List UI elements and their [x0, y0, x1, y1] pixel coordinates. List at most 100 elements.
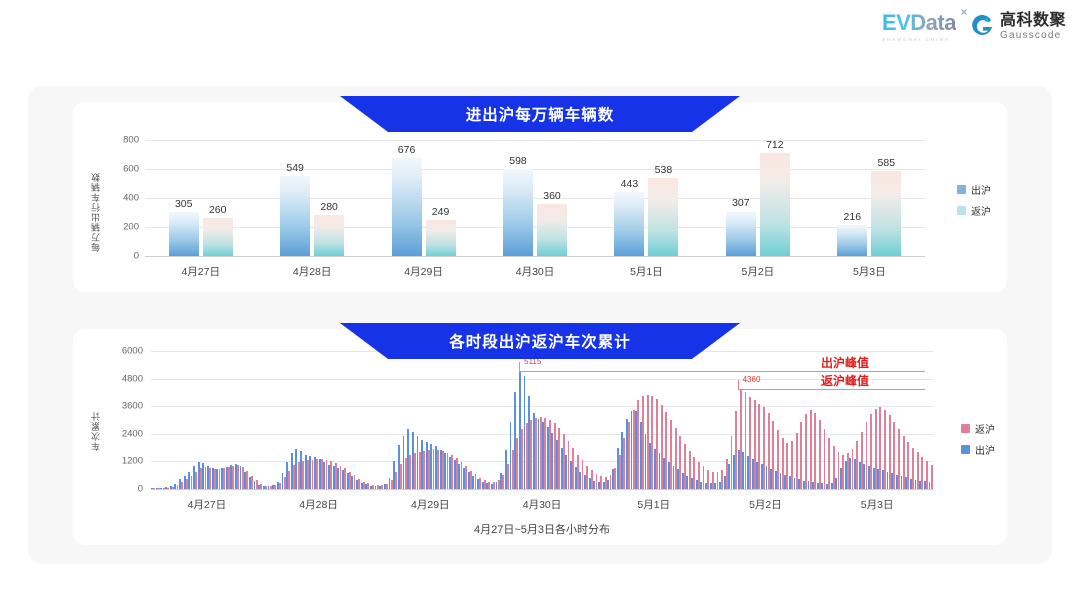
- chart-2-bar-out: [267, 486, 270, 489]
- chart-2-bar-ret: [800, 422, 803, 489]
- chart-2-bar-ret: [670, 420, 672, 489]
- chart-2-bar-out: [481, 482, 484, 489]
- chart-2-bar-out: [895, 474, 898, 489]
- chart-2-bar-ret: [395, 472, 398, 489]
- chart-2-bar-out: [225, 466, 228, 489]
- chart-2-bar-out: [393, 461, 396, 489]
- chart-2-legend-swatch: [961, 424, 970, 433]
- chart-2-bar-ret: [418, 452, 421, 489]
- chart-2-gridline: [151, 433, 933, 435]
- chart-2-bar-ret: [525, 423, 528, 489]
- chart-2-bar-out: [281, 472, 284, 489]
- chart-1-bar-返沪: [537, 203, 567, 256]
- chart-2-bar-out: [202, 463, 205, 489]
- chart-2-bar-ret: [493, 481, 495, 489]
- chart-2-bar-out: [300, 451, 302, 489]
- chart-2-bar-ret: [344, 468, 347, 489]
- chart-2-bar-ret: [279, 482, 281, 489]
- chart-2-gridline: [151, 378, 933, 380]
- chart-2-bar-out: [677, 469, 680, 489]
- evdata-logo-cross-icon: ×: [960, 5, 967, 19]
- chart-2-bar-ret: [558, 428, 561, 489]
- chart-2-annotation-line: [518, 371, 925, 373]
- chart-2-bar-ret: [618, 454, 621, 489]
- chart-2-bar-ret: [818, 420, 821, 489]
- chart-2-bar-ret: [581, 460, 584, 489]
- chart-1-y-tick: 0: [133, 250, 139, 262]
- chart-2-bar-out: [607, 479, 610, 489]
- chart-2-bar-ret: [642, 395, 644, 489]
- chart-2-bar-ret: [600, 476, 603, 489]
- chart-2-bar-out: [914, 479, 917, 489]
- chart-2-bar-out: [323, 461, 326, 489]
- chart-2-x-tick: 5月2日: [749, 499, 782, 511]
- chart-2-bar-out: [565, 454, 568, 489]
- chart-2-bar-ret: [926, 461, 928, 489]
- chart-2-bar-out: [458, 464, 461, 489]
- chart-2-bar-out: [588, 478, 591, 489]
- chart-2-bar-out: [365, 484, 368, 489]
- chart-2-bar-out: [221, 468, 223, 489]
- chart-2-bar-out: [593, 480, 596, 489]
- chart-2-bar-out: [346, 472, 349, 489]
- chart-2-bar-ret: [842, 454, 845, 489]
- chart-2-bar-out: [207, 466, 209, 489]
- chart-2-bar-out: [695, 480, 698, 489]
- chart-2-bar-out: [709, 483, 712, 489]
- chart-2-bar-ret: [595, 474, 598, 489]
- chart-2-bar-ret: [241, 466, 244, 489]
- chart-2-y-tick: 0: [137, 483, 143, 495]
- chart-1-bar-返沪: [648, 178, 679, 256]
- chart-2-bar-ret: [902, 436, 905, 489]
- chart-2-bar-ret: [921, 456, 924, 489]
- chart-2-bar-ret: [306, 460, 309, 489]
- chart-2-bar-ret: [269, 485, 272, 489]
- chart-1-x-tick: 4月28日: [292, 266, 332, 278]
- chart-2-bar-ret: [721, 470, 724, 489]
- chart-2-bar-out: [612, 469, 614, 489]
- chart-2-bar-out: [644, 433, 647, 489]
- chart-1-bar-value: 598: [509, 155, 527, 168]
- chart-2-bar-ret: [530, 420, 533, 489]
- chart-2-bar-out: [928, 482, 931, 489]
- chart-2-bar-out: [746, 455, 749, 489]
- chart-2-bar-out: [369, 485, 372, 489]
- chart-2-bar-out: [342, 470, 344, 489]
- chart-2-bar-out: [453, 460, 456, 489]
- chart-2-bar-ret: [446, 452, 449, 489]
- chart-2-bar-out: [663, 457, 666, 489]
- chart-2-bar-ret: [609, 474, 612, 489]
- chart-2-bar-ret: [316, 459, 319, 489]
- chart-2-bar-ret: [320, 459, 323, 489]
- chart-2-bar-out: [253, 481, 256, 489]
- chart-2-bar-ret: [851, 448, 854, 489]
- chart-2-bar-ret: [730, 436, 733, 489]
- chart-2-bar-ret: [288, 470, 291, 489]
- chart-2-gridline: [151, 489, 933, 490]
- chart-2-bar-out: [174, 483, 177, 489]
- chart-2-bar-ret: [879, 406, 882, 489]
- chart-2-legend-label: 返沪: [975, 425, 995, 436]
- chart-2-bar-ret: [386, 484, 388, 489]
- chart-2-y-tick: 6000: [121, 345, 143, 357]
- chart-2-gridline: [151, 461, 933, 463]
- chart-2-bar-ret: [460, 461, 463, 489]
- chart-2-bar-ret: [251, 476, 253, 489]
- chart-2-bar-ret: [725, 459, 728, 489]
- chart-2-bar-out: [877, 469, 880, 489]
- chart-2-bar-out: [770, 468, 773, 489]
- chart-1-y-tick: 800: [123, 134, 139, 146]
- chart-2-bar-ret: [912, 447, 914, 489]
- chart-2-bar-ret: [311, 459, 314, 489]
- chart-2-x-tick: 4月27日: [187, 499, 227, 511]
- chart-2-bar-out: [802, 480, 805, 489]
- chart-2-bar-out: [546, 426, 549, 489]
- chart-2-bar-ret: [232, 465, 235, 489]
- chart-1-bar-返沪: [314, 215, 345, 256]
- chart-2-bar-ret: [497, 480, 500, 489]
- gausscode-logo: 高科数聚 Gausscode: [970, 13, 1066, 41]
- chart-1-x-tick: 4月30日: [515, 266, 555, 278]
- gausscode-logo-cn: 高科数聚: [999, 12, 1066, 29]
- chart-2-bar-ret: [502, 474, 505, 489]
- chart-2-bar-ret: [334, 463, 337, 489]
